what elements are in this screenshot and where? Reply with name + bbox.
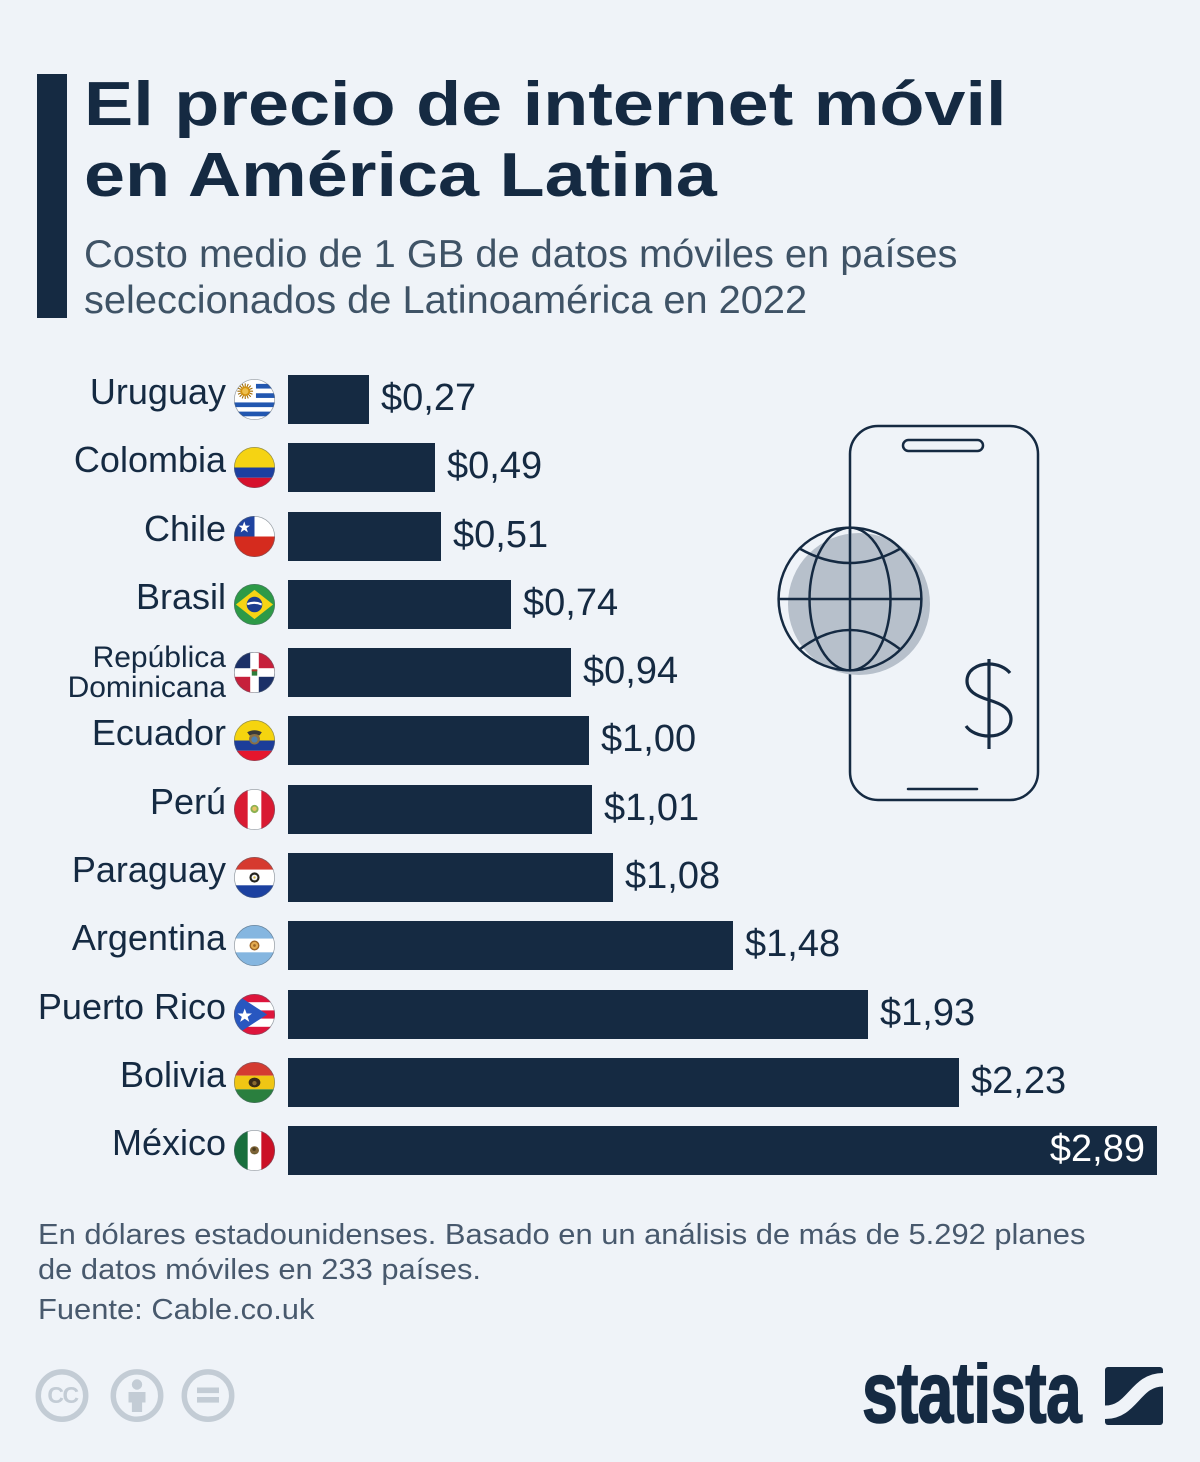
svg-text:statista: statista [862, 1362, 1082, 1432]
svg-text:CC: CC [47, 1382, 78, 1408]
